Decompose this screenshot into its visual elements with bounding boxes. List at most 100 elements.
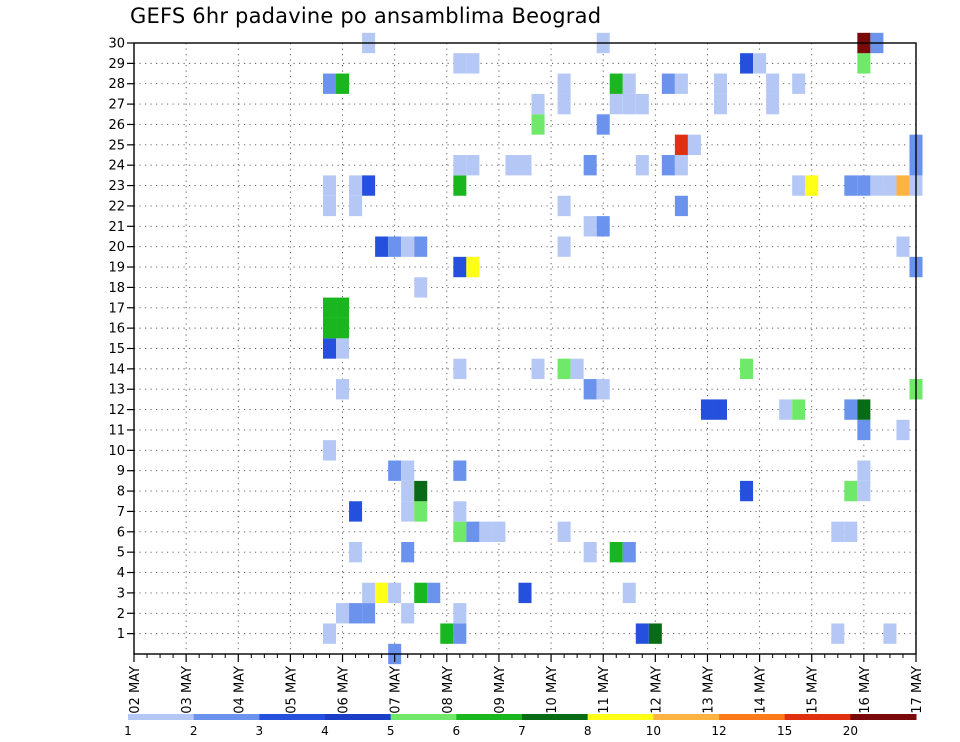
y-tick-label: 14 (108, 362, 125, 377)
colorbar-label: 15 (777, 724, 792, 738)
precip-cell (896, 175, 910, 196)
precip-cell (557, 195, 571, 217)
precip-cell (349, 501, 363, 522)
y-tick-label: 30 (108, 37, 125, 52)
precip-cell (896, 236, 910, 257)
precip-cell (883, 175, 897, 196)
precip-cell (349, 541, 363, 563)
y-tick-label: 16 (108, 322, 125, 337)
y-tick-label: 25 (108, 138, 125, 153)
precip-cell (322, 317, 337, 339)
precip-cell (674, 195, 688, 217)
chart-title: GEFS 6hr padavine po ansamblima Beograd (130, 4, 602, 28)
precip-cell (414, 236, 428, 257)
precip-cell (466, 155, 480, 176)
precip-cell (857, 53, 871, 74)
precip-cell (831, 521, 845, 542)
precip-cell (453, 175, 467, 196)
precip-cell (401, 603, 415, 624)
colorbar-swatch (325, 714, 392, 720)
precip-cell (766, 93, 780, 115)
precip-cell (336, 73, 350, 94)
precip-cell (453, 53, 467, 74)
precip-cell (844, 480, 858, 502)
precip-cell (609, 73, 623, 94)
precip-cell (844, 521, 858, 542)
precip-cell (375, 582, 389, 604)
precip-cell (792, 175, 806, 196)
precip-cell (622, 93, 636, 115)
precip-cell (322, 623, 337, 644)
precip-cell (466, 521, 480, 542)
precip-cell (674, 134, 688, 156)
colorbar-swatch (653, 714, 720, 720)
y-tick-label: 5 (117, 546, 125, 561)
colorbar-label: 20 (843, 724, 858, 738)
colorbar-swatch (522, 714, 589, 720)
precip-cell (414, 277, 428, 298)
precip-cell (336, 603, 350, 624)
y-tick-label: 9 (117, 464, 125, 479)
colorbar-label: 4 (321, 724, 329, 738)
precip-cell (453, 603, 467, 624)
colorbar-swatch (193, 714, 260, 720)
precip-cell (322, 440, 337, 461)
y-axis: 1234567891011121314151617181920212223242… (108, 37, 134, 642)
x-tick-label: 14 MAY (754, 666, 769, 714)
colorbar-label: 10 (646, 724, 661, 738)
precip-cell (583, 216, 597, 237)
precip-cell (362, 582, 376, 604)
precip-cell (453, 358, 467, 380)
precip-cell (857, 175, 871, 196)
precip-cell (713, 399, 728, 420)
y-tick-label: 17 (108, 301, 125, 316)
y-tick-label: 26 (108, 118, 125, 133)
x-tick-label: 15 MAY (806, 666, 821, 714)
colorbar-label: 3 (256, 724, 264, 738)
x-tick-label: 05 MAY (284, 666, 299, 714)
x-tick-label: 04 MAY (232, 666, 247, 714)
colorbar-label: 6 (453, 724, 461, 738)
y-tick-label: 3 (117, 586, 125, 601)
x-tick-label: 08 MAY (441, 666, 456, 714)
precip-cell (401, 480, 415, 502)
x-tick-label: 16 MAY (858, 666, 873, 714)
precip-cell (635, 623, 649, 644)
x-tick-label: 11 MAY (597, 666, 612, 714)
colorbar-swatch (390, 714, 457, 720)
colorbar-swatch (259, 714, 326, 720)
precip-cell (518, 582, 532, 604)
precip-cell (557, 93, 571, 115)
colorbar-label: 5 (387, 724, 395, 738)
precip-cell (322, 297, 337, 318)
precip-cell (336, 338, 350, 359)
precip-cell (401, 501, 415, 522)
precip-cell (349, 603, 363, 624)
precip-cell (857, 399, 871, 420)
precip-cell (609, 93, 623, 115)
precip-cell (427, 582, 441, 604)
y-tick-label: 24 (108, 159, 125, 174)
precip-cell (388, 236, 402, 257)
precip-cell (805, 175, 819, 196)
precip-cell (674, 155, 688, 176)
precip-cell (336, 379, 350, 400)
colorbar-label: 12 (711, 724, 726, 738)
precip-cell (479, 521, 493, 542)
precip-cell (700, 399, 714, 420)
y-tick-label: 22 (108, 199, 125, 214)
precip-cell (518, 155, 532, 176)
precip-cell (557, 236, 571, 257)
y-tick-label: 13 (108, 383, 125, 398)
cells-layer (322, 32, 923, 665)
precip-cell (609, 541, 623, 563)
grid-layer (134, 43, 916, 654)
precip-cell (766, 73, 780, 94)
colorbar-swatch (128, 714, 195, 720)
colorbar-label: 1 (124, 724, 132, 738)
precip-cell (401, 541, 415, 563)
precip-cell (414, 480, 428, 502)
precip-cell (831, 623, 845, 644)
colorbar-swatch (587, 714, 654, 720)
